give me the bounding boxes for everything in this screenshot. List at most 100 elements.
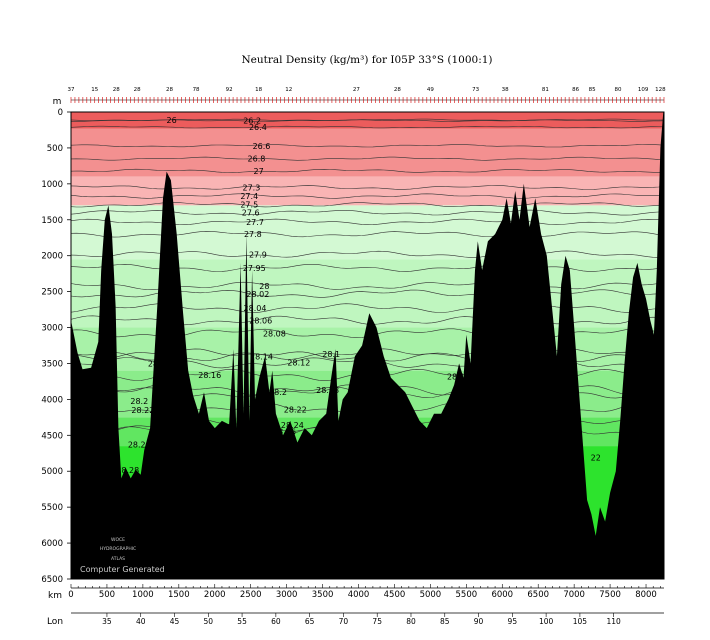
contour-label-28.06: 28.06	[249, 316, 272, 325]
depth-tick-label: 4500	[41, 431, 63, 441]
lon-tick-label: 100	[539, 617, 554, 626]
lon-tick-label: 50	[204, 617, 214, 626]
contour-label-26.6: 26.6	[253, 142, 271, 151]
lon-tick-label: 60	[271, 617, 281, 626]
station-label: 15	[91, 87, 98, 93]
lon-tick-label: 75	[372, 617, 382, 626]
contour-label-28.14: 28.14	[250, 352, 273, 361]
depth-tick-label: 6500	[41, 575, 63, 585]
contour-label-26.4: 26.4	[249, 123, 267, 132]
lon-tick-label: 65	[305, 617, 315, 626]
depth-tick-label: 3500	[41, 359, 63, 369]
contour-label-28.04: 28.04	[244, 304, 267, 313]
lon-tick-label: 80	[406, 617, 416, 626]
depth-unit-label: m	[53, 97, 62, 107]
plot-area: 26 26.226.4 26.6 26.8 27 27.327.427.527.627.7…	[71, 112, 664, 579]
depth-tick-label: 3000	[41, 324, 63, 334]
depth-tick-label: 0	[58, 108, 63, 118]
station-label: 28	[166, 87, 173, 93]
km-unit-label: km	[48, 591, 62, 601]
station-label: 128	[655, 87, 666, 93]
contour-label-27: 27	[254, 167, 264, 176]
chart-title: Neutral Density (kg/m³) for I05P 33°S (1…	[241, 54, 492, 66]
logo-line-3: ATLAS	[111, 556, 125, 562]
density-band-3	[71, 176, 664, 206]
contour-label-28.22: 28.22	[284, 405, 307, 414]
plot-frame	[70, 111, 665, 580]
km-tick-label: 7500	[599, 590, 621, 600]
km-tick-label: 3000	[276, 590, 298, 600]
contour-label-28.1: 28.1	[322, 350, 340, 359]
contour-label-28: 28	[259, 282, 269, 291]
contour-label-28.12: 28.12	[287, 359, 310, 368]
km-tick-label: 3500	[312, 590, 334, 600]
contour-line-26.6	[71, 144, 664, 148]
lon-tick-label: 95	[508, 617, 518, 626]
depth-tick-label: 5500	[41, 503, 63, 513]
lon-tick-label: 85	[440, 617, 450, 626]
contour-label-extra-5: 28.28	[116, 466, 139, 475]
km-tick-label: 6500	[527, 590, 549, 600]
depth-tick-label: 500	[47, 144, 63, 154]
lon-tick-label: 45	[170, 617, 180, 626]
depth-tick-label: 2500	[41, 288, 63, 298]
km-tick-label: 1000	[132, 590, 154, 600]
station-label: 109	[638, 87, 649, 93]
contour-label-28.02: 28.02	[246, 290, 269, 299]
contour-line-27	[71, 168, 664, 173]
km-tick-label: 4500	[384, 590, 406, 600]
seafloor-bathymetry	[71, 112, 664, 579]
contour-label-27.7: 27.7	[246, 218, 264, 227]
lon-axis-label: Lon	[47, 617, 63, 627]
contour-label-extra-6: 28.14	[447, 372, 470, 381]
station-label: 18	[255, 87, 262, 93]
lon-tick-label: 40	[136, 617, 146, 626]
contour-label-27.9: 27.9	[249, 250, 267, 259]
km-tick-label: 2500	[240, 590, 262, 600]
contour-label-extra-3: 28.22	[131, 406, 154, 415]
station-label: 27	[353, 87, 360, 93]
contour-label-28.08: 28.08	[263, 329, 286, 338]
contour-label-27.3: 27.3	[243, 183, 261, 192]
contour-label-27.6: 27.6	[242, 209, 260, 218]
station-label: 49	[427, 87, 434, 93]
depth-tick-label: 5000	[41, 467, 63, 477]
km-tick-label: 5500	[456, 590, 478, 600]
station-label: 80	[614, 87, 621, 93]
contour-label-27.95: 27.95	[243, 264, 266, 273]
station-label: 28	[394, 87, 401, 93]
km-tick-label: 8000	[635, 590, 657, 600]
contour-line-26.4	[71, 125, 664, 129]
station-label: 12	[285, 87, 292, 93]
woce-logo: WOCE HYDROGRAPHIC ATLAS	[100, 537, 136, 562]
contour-label-28.18: 28.18	[316, 386, 339, 395]
contour-label-extra-1: 28	[148, 359, 158, 368]
km-tick-label: 6000	[491, 590, 513, 600]
station-label: 78	[193, 87, 200, 93]
contour-label-26: 26	[167, 116, 177, 125]
station-label: 92	[226, 87, 233, 93]
contour-label-27.4: 27.4	[240, 192, 258, 201]
km-tick-label: 7000	[563, 590, 585, 600]
logo-line-2: HYDROGRAPHIC	[100, 546, 136, 552]
contour-label-27.5: 27.5	[240, 201, 258, 210]
depth-tick-label: 1000	[41, 180, 63, 190]
km-tick-label: 4000	[348, 590, 370, 600]
km-tick-label: 0	[68, 590, 73, 600]
axes: 0500100015002000250030003500400045005000…	[41, 87, 666, 626]
contour-label-extra-7: 22	[591, 454, 601, 463]
lon-tick-label: 105	[573, 617, 588, 626]
contour-label-28.16: 28.16	[198, 371, 221, 380]
contour-line-26.2	[71, 119, 664, 122]
computer-generated-note: Computer Generated	[80, 565, 165, 574]
contour-label-extra-4: 28.26	[128, 441, 151, 450]
lon-tick-label: 55	[237, 617, 247, 626]
density-band-2	[71, 128, 664, 177]
station-label: 73	[472, 87, 479, 93]
contour-label-28.24: 28.24	[281, 421, 304, 430]
depth-tick-label: 4000	[41, 395, 63, 405]
station-label: 28	[134, 87, 141, 93]
lon-tick-label: 110	[607, 617, 622, 626]
lon-tick-label: 90	[474, 617, 484, 626]
station-label: 85	[589, 87, 596, 93]
